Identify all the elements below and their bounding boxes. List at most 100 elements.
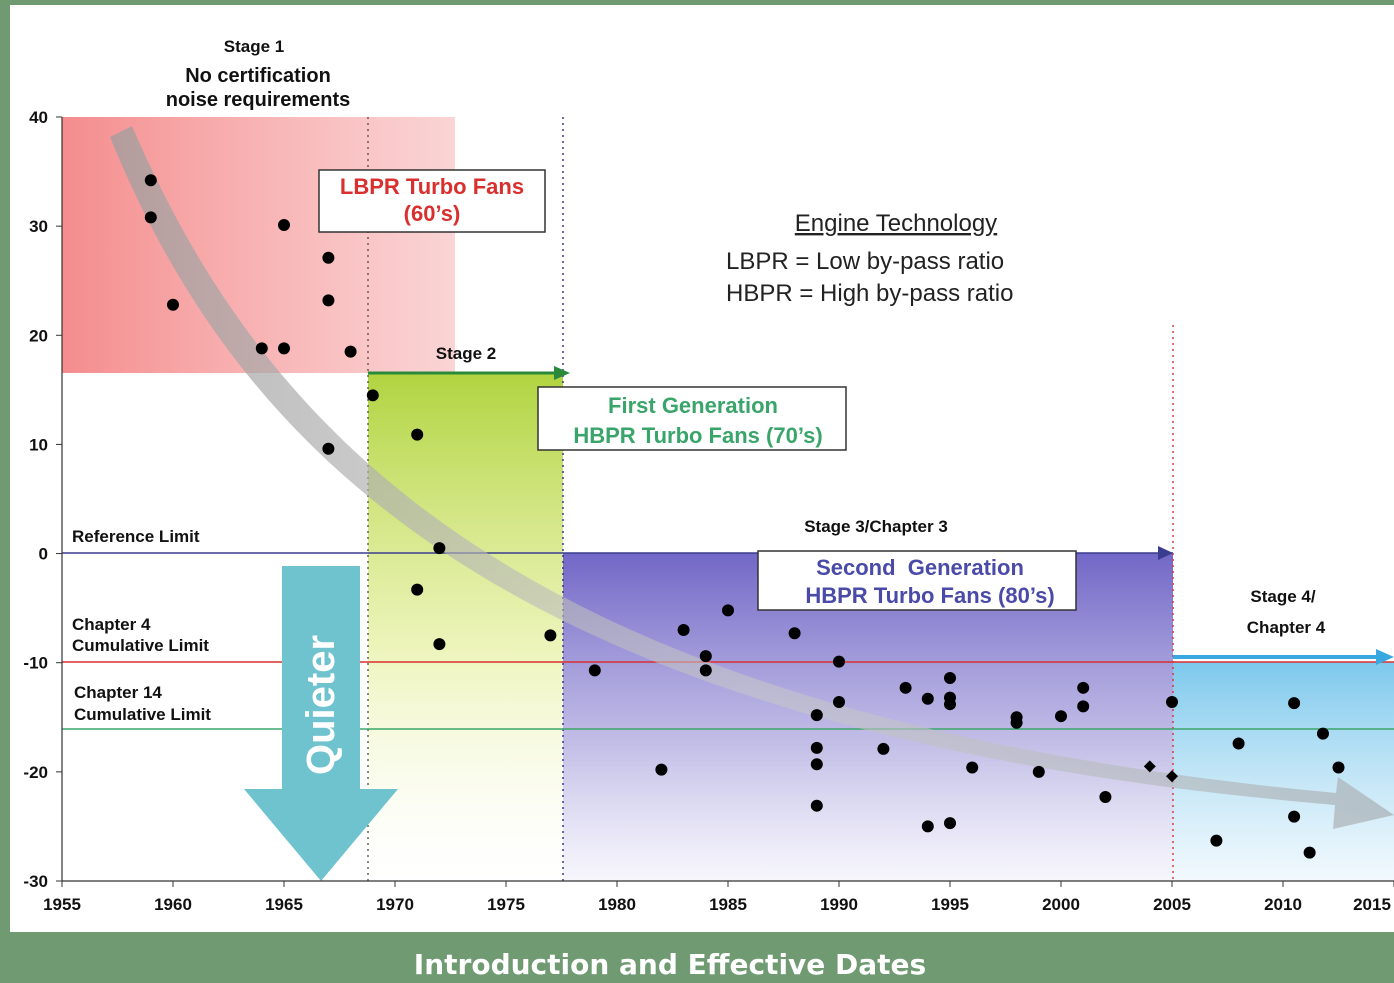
data-point — [944, 698, 956, 711]
stage4-arrowhead — [1376, 649, 1394, 665]
quieter-arrow — [244, 566, 398, 881]
data-point — [278, 219, 290, 232]
y-tick-label: 30 — [29, 217, 48, 236]
data-point — [877, 742, 890, 755]
lbpr-box-line2: (60’s) — [404, 201, 461, 226]
quieter-label: Quieter — [299, 635, 343, 775]
data-point — [255, 342, 268, 355]
data-point-diamond — [1166, 770, 1178, 783]
data-point — [322, 294, 335, 307]
data-point — [1288, 810, 1301, 823]
stage4-line2: Chapter 4 — [1247, 618, 1326, 637]
data-point — [944, 671, 956, 684]
stage2-label: Stage 2 — [436, 344, 496, 363]
data-point — [677, 623, 690, 636]
lbpr-box — [318, 169, 546, 233]
data-point — [366, 389, 379, 402]
data-point — [921, 820, 934, 833]
data-point — [1010, 716, 1023, 729]
x-tick-label: 1985 — [709, 895, 747, 914]
chapter4-limit-label-1: Chapter 4 — [72, 615, 151, 634]
y-tick-label: -10 — [23, 654, 48, 673]
data-point — [1077, 700, 1090, 713]
first-gen-line2: HBPR Turbo Fans (70’s) — [573, 423, 822, 448]
trend-arrow — [110, 126, 1394, 829]
data-point — [1210, 834, 1223, 847]
x-tick-label: 2010 — [1264, 895, 1302, 914]
data-point — [322, 442, 335, 455]
data-point — [699, 664, 712, 677]
stage1-title: Stage 1 — [224, 37, 284, 56]
chart-panel: Quieter 1955 1960 1965 1970 1975 1980 1985 1990… — [10, 5, 1394, 932]
x-tick-label: 1955 — [43, 895, 81, 914]
stage2-arrowhead — [554, 366, 570, 380]
data-point — [833, 696, 845, 709]
data-point — [833, 655, 845, 668]
second-gen-line2: HBPR Turbo Fans (80’s) — [805, 583, 1054, 608]
noise-chart: Quieter 1955 1960 1965 1970 1975 1980 1985 1990… — [23, 37, 1394, 914]
y-tick-label: 40 — [29, 108, 48, 127]
data-point — [788, 627, 801, 640]
stage1-line2: No certification — [185, 65, 331, 87]
data-point — [1288, 697, 1301, 710]
stage2-region — [368, 373, 563, 881]
data-point — [655, 763, 668, 776]
engine-tech-line1: LBPR = Low by-pass ratio — [726, 248, 1004, 275]
x-tick-label: 1970 — [376, 895, 414, 914]
reference-limit-label: Reference Limit — [72, 527, 200, 546]
chapter4-limit-label-2: Cumulative Limit — [72, 636, 209, 655]
data-point — [699, 650, 712, 663]
data-point — [944, 817, 956, 830]
data-point — [921, 692, 934, 705]
data-point — [1077, 681, 1090, 694]
data-point — [322, 251, 335, 264]
data-point — [411, 583, 424, 596]
data-point — [810, 758, 823, 771]
data-point — [544, 629, 557, 642]
data-point-diamond — [1143, 760, 1156, 773]
lbpr-box-line1: LBPR Turbo Fans — [340, 174, 524, 199]
data-point — [411, 428, 424, 441]
data-point — [144, 211, 157, 224]
data-point — [1032, 765, 1045, 778]
x-tick-label: 1995 — [931, 895, 969, 914]
y-tick-label: 10 — [29, 435, 48, 454]
data-point — [810, 709, 823, 722]
engine-tech-title: Engine Technology — [795, 210, 997, 237]
data-point — [588, 664, 601, 677]
data-point — [1099, 790, 1112, 803]
stage3-arrowhead — [1158, 546, 1173, 560]
first-gen-box — [537, 386, 847, 451]
chapter14-limit-label-1: Chapter 14 — [74, 683, 162, 702]
y-tick-label: -30 — [23, 872, 48, 891]
x-tick-label: 1975 — [487, 895, 525, 914]
y-tick-label: 0 — [39, 545, 48, 564]
second-gen-line1: Second Generation — [816, 555, 1024, 580]
data-point — [433, 638, 446, 651]
x-tick-label: 2000 — [1042, 895, 1080, 914]
data-point — [1055, 710, 1067, 723]
stage4-line1: Stage 4/ — [1250, 587, 1315, 606]
axis-ticks: 1955 1960 1965 1970 1975 1980 1985 1990 1995 2000… — [23, 108, 1394, 914]
first-gen-line1: First Generation — [608, 393, 778, 418]
data-point — [144, 174, 157, 187]
data-point — [1166, 696, 1178, 709]
y-tick-label: -20 — [23, 763, 48, 782]
second-gen-box — [757, 550, 1077, 611]
stage3-label: Stage 3/Chapter 3 — [804, 517, 948, 536]
data-point — [810, 799, 823, 812]
data-point — [899, 681, 912, 694]
data-point — [966, 761, 979, 774]
x-tick-label: 2015 — [1353, 895, 1391, 914]
stage1-line3: noise requirements — [166, 89, 351, 111]
data-point — [344, 345, 357, 358]
data-point — [1303, 846, 1316, 859]
x-tick-label: 1990 — [820, 895, 858, 914]
data-point — [278, 342, 290, 355]
data-point — [810, 741, 823, 754]
chapter14-limit-label-2: Cumulative Limit — [74, 705, 211, 724]
engine-tech-line2: HBPR = High by-pass ratio — [726, 280, 1013, 307]
caption: Introduction and Effective Dates — [413, 948, 927, 981]
x-tick-label: 1965 — [265, 895, 303, 914]
stage1-annotation: Stage 1 No certification noise requireme… — [166, 37, 351, 111]
